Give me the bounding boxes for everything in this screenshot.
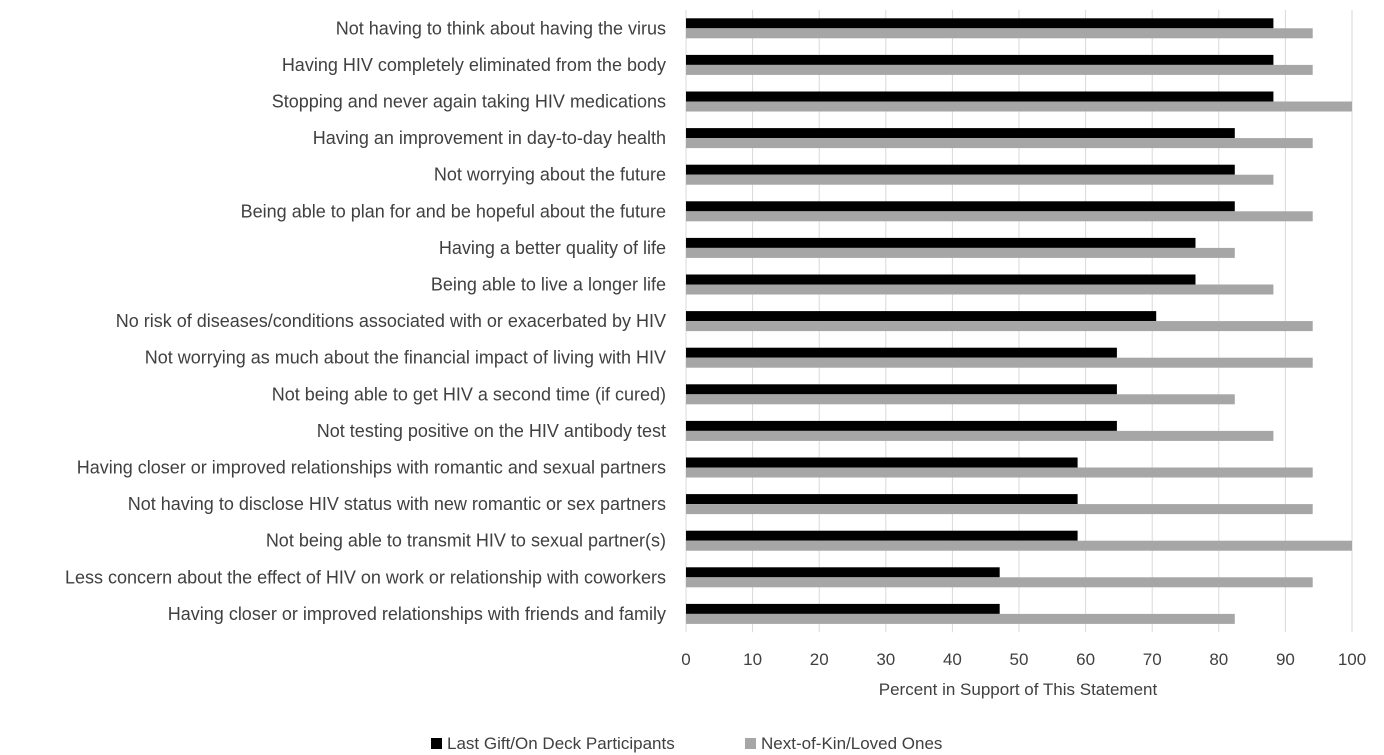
bar-last-gift (686, 164, 1235, 175)
category-label: Being able to live a longer life (431, 275, 666, 295)
category-label: Having a better quality of life (439, 238, 666, 258)
bar-next-of-kin (686, 28, 1313, 39)
bar-last-gift (686, 603, 1000, 614)
x-tick-label: 40 (943, 650, 962, 669)
bar-last-gift (686, 420, 1117, 431)
category-label: Not being able to transmit HIV to sexual… (266, 531, 666, 551)
bar-last-gift (686, 274, 1196, 285)
category-label: Not being able to get HIV a second time … (272, 384, 666, 404)
category-label: Having an improvement in day-to-day heal… (313, 128, 666, 148)
bar-next-of-kin (686, 101, 1352, 112)
x-axis-title: Percent in Support of This Statement (879, 680, 1158, 699)
bars (686, 18, 1352, 624)
category-label: Not worrying as much about the financial… (145, 348, 666, 368)
legend-swatch-next-of-kin (745, 738, 756, 749)
legend-swatch-last-gift (431, 738, 442, 749)
x-tick-label: 0 (681, 650, 690, 669)
category-label: Having closer or improved relationships … (168, 604, 666, 624)
bar-last-gift (686, 237, 1196, 248)
bar-last-gift (686, 311, 1157, 322)
bar-next-of-kin (686, 467, 1313, 478)
bar-last-gift (686, 18, 1274, 29)
bar-last-gift (686, 384, 1117, 395)
bar-next-of-kin (686, 504, 1313, 515)
bar-next-of-kin (686, 540, 1352, 551)
x-tick-label: 70 (1143, 650, 1162, 669)
category-label: Not testing positive on the HIV antibody… (317, 421, 666, 441)
category-label: Not worrying about the future (434, 165, 666, 185)
bar-next-of-kin (686, 613, 1235, 624)
x-tick-label: 10 (743, 650, 762, 669)
bar-last-gift (686, 54, 1274, 65)
category-label: No risk of diseases/conditions associate… (116, 311, 666, 331)
x-tick-label: 100 (1338, 650, 1366, 669)
bar-next-of-kin (686, 174, 1274, 185)
category-labels: Not having to think about having the vir… (65, 18, 666, 624)
legend: Last Gift/On Deck Participants Next-of-K… (431, 734, 942, 753)
x-tick-label: 60 (1076, 650, 1095, 669)
bar-next-of-kin (686, 138, 1313, 149)
bar-next-of-kin (686, 247, 1235, 258)
bar-last-gift (686, 201, 1235, 212)
category-label: Less concern about the effect of HIV on … (65, 567, 666, 587)
x-tick-labels: 0 10 20 30 40 50 60 70 80 90 100 (681, 650, 1366, 669)
x-tick-label: 20 (810, 650, 829, 669)
bar-next-of-kin (686, 394, 1235, 405)
x-tick-label: 50 (1010, 650, 1029, 669)
x-tick-label: 90 (1276, 650, 1295, 669)
x-tick-label: 30 (876, 650, 895, 669)
bar-next-of-kin (686, 284, 1274, 295)
category-label: Having closer or improved relationships … (77, 458, 666, 478)
legend-label-last-gift: Last Gift/On Deck Participants (447, 734, 675, 753)
legend-label-next-of-kin: Next-of-Kin/Loved Ones (761, 734, 942, 753)
bar-last-gift (686, 128, 1235, 139)
category-label: Not having to disclose HIV status with n… (128, 494, 666, 514)
category-label: Being able to plan for and be hopeful ab… (241, 201, 666, 221)
category-label: Stopping and never again taking HIV medi… (272, 92, 666, 112)
category-label: Not having to think about having the vir… (336, 18, 666, 38)
x-tick-label: 80 (1209, 650, 1228, 669)
bar-last-gift (686, 494, 1078, 505)
bar-next-of-kin (686, 357, 1313, 368)
bar-next-of-kin (686, 430, 1274, 441)
bar-last-gift (686, 457, 1078, 468)
bar-next-of-kin (686, 211, 1313, 222)
bar-next-of-kin (686, 577, 1313, 588)
bar-last-gift (686, 347, 1117, 358)
bar-last-gift (686, 567, 1000, 578)
category-label: Having HIV completely eliminated from th… (282, 55, 666, 75)
bar-next-of-kin (686, 64, 1313, 75)
bar-last-gift (686, 530, 1078, 541)
bar-next-of-kin (686, 321, 1313, 332)
bar-last-gift (686, 91, 1274, 102)
